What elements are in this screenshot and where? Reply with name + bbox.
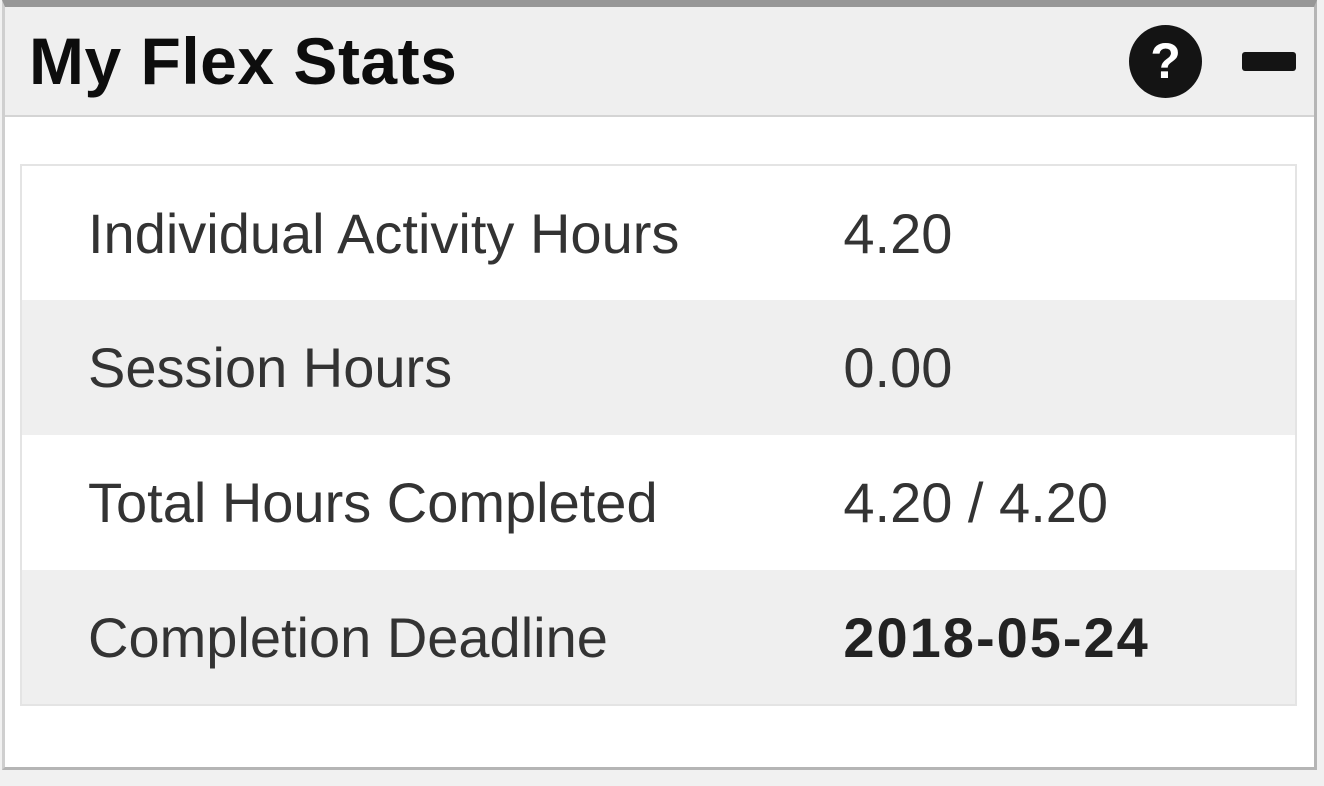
help-button[interactable]: ?	[1129, 24, 1202, 98]
table-row: Session Hours 0.00	[21, 300, 1296, 435]
stat-label: Individual Activity Hours	[88, 201, 680, 265]
my-flex-stats-panel: My Flex Stats ? Individual Activity Hour…	[2, 0, 1317, 770]
panel-title: My Flex Stats	[29, 24, 458, 98]
panel-body: Individual Activity Hours 4.20 Session H…	[5, 117, 1314, 706]
table-row: Total Hours Completed 4.20 / 4.20	[21, 435, 1296, 570]
collapse-button[interactable]	[1242, 32, 1296, 91]
stat-value: 2018-05-24	[843, 605, 1150, 669]
stat-label: Session Hours	[88, 336, 453, 399]
panel-header: My Flex Stats ?	[5, 7, 1314, 117]
question-mark-icon: ?	[1150, 33, 1181, 89]
stat-value: 4.20 / 4.20	[843, 471, 1109, 534]
stats-table: Individual Activity Hours 4.20 Session H…	[20, 164, 1297, 706]
minus-icon	[1242, 51, 1296, 71]
stat-label: Total Hours Completed	[88, 471, 658, 534]
table-row: Completion Deadline 2018-05-24	[21, 570, 1296, 705]
stat-label: Completion Deadline	[88, 605, 608, 669]
stat-value: 0.00	[843, 336, 953, 399]
table-row: Individual Activity Hours 4.20	[21, 165, 1296, 300]
stat-value: 4.20	[843, 201, 953, 265]
